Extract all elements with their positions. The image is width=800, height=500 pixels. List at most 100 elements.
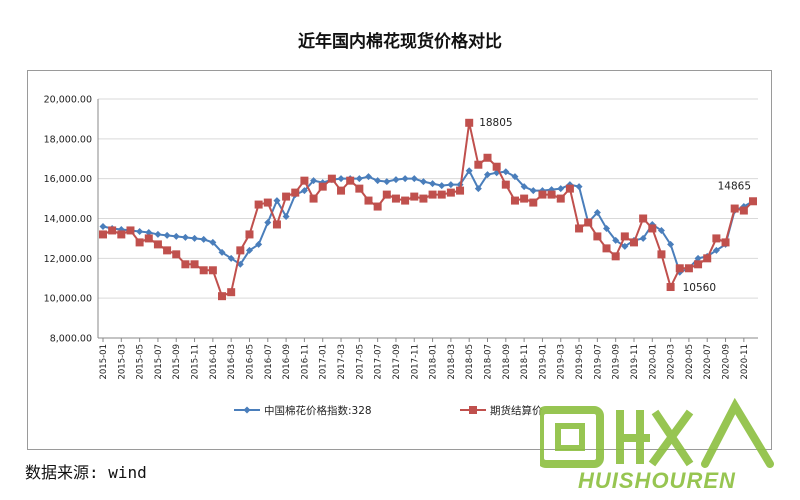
data-point <box>547 190 556 199</box>
y-tick-label: 10,000.00 <box>44 294 92 305</box>
data-point <box>309 194 318 203</box>
y-tick-label: 12,000.00 <box>44 254 92 265</box>
data-point <box>218 292 227 301</box>
x-tick-label: 2019-11 <box>630 344 640 380</box>
data-point <box>474 185 482 193</box>
data-point <box>364 173 372 181</box>
data-point <box>739 206 748 215</box>
data-point <box>557 185 565 193</box>
watermark-text: HUISHOUREN <box>578 468 736 493</box>
data-point <box>181 233 189 241</box>
chart-frame: 8,000.00 10,000.00 12,000.00 14,000.00 16,00… <box>27 70 772 450</box>
data-point <box>465 167 473 175</box>
y-tick-label: 20,000.00 <box>44 95 92 106</box>
watermark-logo: HUISHOUREN <box>540 398 780 498</box>
x-tick-label: 2017-07 <box>374 344 384 380</box>
data-point <box>575 224 584 233</box>
data-point <box>603 224 611 232</box>
x-tick-label: 2018-03 <box>447 344 457 380</box>
data-point <box>620 232 629 241</box>
data-point <box>264 218 272 226</box>
data-point <box>593 232 602 241</box>
data-point <box>419 194 428 203</box>
data-point <box>465 118 474 127</box>
data-point <box>492 162 501 171</box>
data-point <box>355 175 363 183</box>
data-point <box>730 204 739 213</box>
data-point <box>565 184 574 193</box>
data-point <box>154 230 162 238</box>
data-point <box>538 190 547 199</box>
data-point <box>501 180 510 189</box>
data-point <box>135 238 144 247</box>
data-point <box>346 176 355 185</box>
data-point <box>263 198 272 207</box>
data-point <box>364 196 373 205</box>
data-point <box>593 209 601 217</box>
data-point <box>245 230 254 239</box>
data-point <box>236 246 245 255</box>
x-tick-label: 2020-05 <box>685 344 695 380</box>
data-point <box>291 188 300 197</box>
data-point <box>374 177 382 185</box>
x-tick-label: 2017-11 <box>410 344 420 380</box>
data-point <box>510 196 519 205</box>
data-point <box>502 168 510 176</box>
data-point <box>163 231 171 239</box>
data-point <box>657 226 665 234</box>
series-line <box>102 168 754 274</box>
data-point <box>639 214 648 223</box>
x-tick-label: 2018-11 <box>520 344 530 380</box>
data-point <box>520 194 529 203</box>
x-tick-label: 2015-03 <box>117 344 127 380</box>
line-chart: 8,000.00 10,000.00 12,000.00 14,000.00 16,00… <box>44 95 758 417</box>
chart-title: 近年国内棉花现货价格对比 <box>298 32 502 52</box>
data-point <box>190 260 199 269</box>
data-point <box>282 192 291 201</box>
data-point <box>410 175 418 183</box>
data-point <box>382 190 391 199</box>
x-tick-label: 2015-11 <box>191 344 201 380</box>
data-point <box>172 232 180 240</box>
data-point <box>300 187 308 195</box>
x-tick-label: 2016-01 <box>209 344 219 380</box>
data-point <box>373 202 382 211</box>
data-point <box>318 182 327 191</box>
data-point <box>126 226 135 235</box>
data-point <box>337 175 345 183</box>
data-point <box>483 153 492 162</box>
data-point <box>703 254 712 263</box>
data-point <box>438 182 446 190</box>
data-point <box>273 197 281 205</box>
x-tick-label: 2016-07 <box>264 344 274 380</box>
data-point <box>145 228 153 236</box>
data-point <box>99 230 107 239</box>
legend-label: 期货结算价 <box>490 404 543 417</box>
data-point <box>447 181 455 189</box>
x-tick-label: 2018-01 <box>429 344 439 380</box>
data-label: 14865 <box>718 180 751 192</box>
data-point <box>484 171 492 179</box>
source-note: 数据来源: wind <box>25 463 147 482</box>
data-point <box>191 234 199 242</box>
data-point <box>227 288 236 297</box>
data-point <box>391 194 400 203</box>
data-point <box>310 177 318 185</box>
data-point <box>383 178 391 186</box>
data-point <box>410 192 419 201</box>
legend-marker <box>243 406 251 414</box>
recycle-logo-icon <box>540 398 774 468</box>
data-point <box>694 260 703 269</box>
data-point <box>749 197 757 206</box>
x-tick-label: 2015-07 <box>154 344 164 380</box>
legend-label: 中国棉花价格指数:328 <box>264 404 372 417</box>
data-point <box>99 222 107 230</box>
data-point <box>272 220 281 229</box>
data-point <box>136 227 144 235</box>
data-point <box>611 252 620 261</box>
x-tick-label: 2017-03 <box>337 344 347 380</box>
x-tick-label: 2020-07 <box>703 344 713 380</box>
data-point <box>575 183 583 191</box>
data-point <box>337 186 346 195</box>
data-point <box>612 236 620 244</box>
